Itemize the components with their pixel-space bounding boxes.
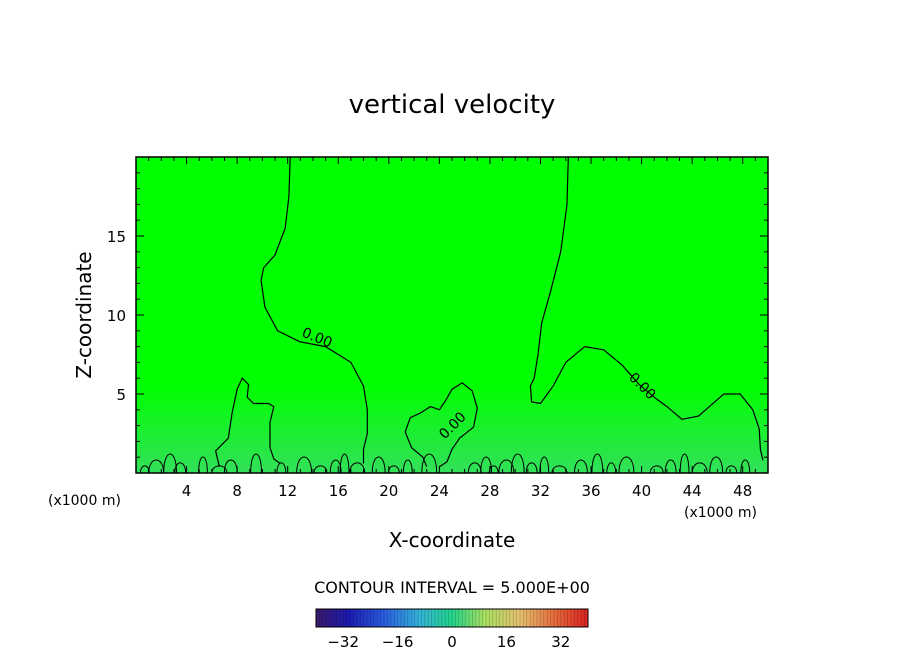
contour-bump: [649, 465, 664, 474]
plot-field: [136, 157, 768, 473]
contour-bump: [709, 456, 724, 474]
x-tick-label: 28: [480, 482, 499, 500]
contour-line-left-plume: [260, 156, 368, 464]
contour-bump: [339, 453, 350, 474]
contour-bump: [174, 462, 187, 474]
x-unit-right: (x1000 m): [684, 505, 757, 521]
colorbar-tick-label: 0: [447, 633, 457, 651]
contour-interval-text: CONTOUR INTERVAL = 5.000E+00: [314, 578, 590, 597]
x-tick-label: 32: [531, 482, 550, 500]
contour-bump: [329, 459, 342, 474]
contour-bump: [618, 456, 635, 474]
contour-bump: [402, 459, 413, 474]
contour-bump: [211, 465, 228, 474]
contour-bump: [551, 465, 568, 474]
contour-bump: [250, 453, 263, 474]
contour-lines: [139, 156, 764, 474]
x-tick-label: 24: [430, 482, 449, 500]
x-unit-left: (x1000 m): [48, 493, 121, 509]
contour-bump: [725, 465, 738, 474]
x-tick-label: 40: [632, 482, 651, 500]
contour-bump: [606, 462, 617, 474]
x-tick-label: 4: [182, 482, 192, 500]
x-tick-label: 44: [683, 482, 702, 500]
contour-bump: [421, 453, 438, 474]
y-tick-label: 10: [107, 307, 126, 325]
x-tick-label: 16: [329, 482, 348, 500]
contour-bump: [480, 456, 493, 474]
x-axis-label: X-coordinate: [389, 528, 516, 552]
contour-bump: [498, 459, 515, 474]
x-tick-label: 36: [581, 482, 600, 500]
contour-bump: [198, 456, 208, 474]
colorbar-tick-label: −16: [382, 633, 414, 651]
colorbar-tick-label: −32: [327, 633, 359, 651]
contour-bump: [691, 462, 708, 474]
colorbar-ticks: −32 −16 0 16 32: [327, 633, 570, 651]
y-axis-ticks: 5 10 15: [107, 172, 768, 458]
x-tick-label: 48: [733, 482, 752, 500]
contour-bump: [525, 462, 538, 474]
colorbar: [315, 608, 589, 628]
y-tick-label: 5: [116, 386, 126, 404]
contour-bump: [276, 462, 287, 474]
x-tick-label: 20: [379, 482, 398, 500]
contour-bump: [349, 462, 366, 474]
contour-bump: [573, 459, 588, 474]
contour-bump: [163, 453, 178, 474]
x-tick-label: 8: [232, 482, 242, 500]
contour-line-left-blob: [214, 377, 281, 467]
contour-line-mid-blob: [404, 382, 478, 468]
y-axis-label: Z-coordinate: [72, 251, 96, 378]
contour-line-right-plume: [529, 156, 764, 461]
colorbar-tick-label: 32: [551, 633, 570, 651]
contour-bump: [296, 456, 313, 474]
colorbar-segments: [319, 609, 585, 627]
contour-bump: [591, 453, 604, 474]
contour-bump: [740, 459, 751, 474]
chart-title: vertical velocity: [349, 90, 556, 120]
contour-bump: [313, 465, 328, 474]
y-tick-label: 15: [107, 228, 126, 246]
x-tick-label: 12: [278, 482, 297, 500]
contour-bump: [679, 453, 690, 474]
contour-bump: [664, 459, 677, 474]
contour-bump: [371, 456, 386, 474]
contour-bump: [148, 459, 165, 474]
colorbar-tick-label: 16: [497, 633, 516, 651]
contour-bump: [510, 453, 525, 474]
x-axis-ticks: 4 8 12 16 20 24 28 32 36 40 44 48: [148, 157, 756, 500]
